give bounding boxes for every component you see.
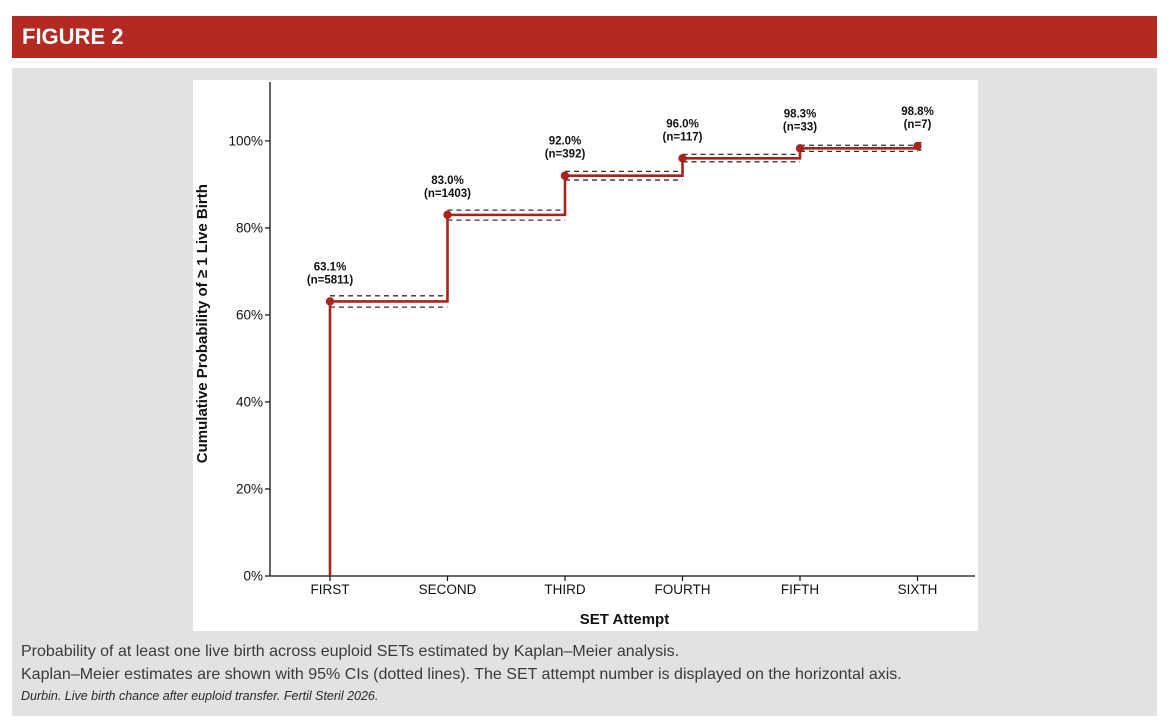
data-value-label: 63.1% (314, 261, 347, 273)
figure-caption: Probability of at least one live birth a… (21, 640, 1146, 686)
figure-header: FIGURE 2 (12, 16, 1157, 58)
y-tick-label: 60% (236, 307, 263, 322)
km-step-line (328, 144, 922, 576)
data-point (913, 141, 922, 151)
data-n-label: (n=392) (545, 149, 586, 161)
data-value-label: 96.0% (666, 118, 699, 130)
data-point (560, 171, 570, 180)
y-tick-label: 100% (228, 133, 263, 148)
x-tick-label: SIXTH (898, 582, 938, 597)
y-tick-label: 40% (236, 394, 263, 409)
kaplan-meier-chart: 0% 20% 40% 60% 80% 100% FIRST SECOND THIRD FOURTH… (194, 82, 975, 628)
data-n-label: (n=7) (904, 119, 932, 131)
caption-line-1: Probability of at least one live birth a… (21, 643, 680, 660)
y-tick-label: 80% (236, 220, 263, 235)
figure-body: 0% 20% 40% 60% 80% 100% FIRST SECOND THIRD FOURTH… (12, 68, 1157, 716)
y-tick-label: 20% (236, 481, 263, 496)
data-value-label: 83.0% (431, 175, 464, 187)
data-value-label: 92.0% (549, 136, 582, 148)
x-tick-label: THIRD (544, 582, 585, 597)
y-axis-title: Cumulative Probability of ≥ 1 Live Birth (194, 184, 211, 463)
figure-label: FIGURE 2 (22, 24, 124, 49)
data-n-label: (n=117) (663, 131, 703, 143)
data-value-label: 98.3% (784, 108, 817, 120)
data-point (678, 154, 687, 163)
x-tick-label: FIRST (311, 582, 350, 597)
plot-panel: 0% 20% 40% 60% 80% 100% FIRST SECOND THIRD FOURTH… (193, 80, 978, 631)
x-tick-label: FIFTH (781, 582, 819, 597)
data-point (443, 210, 452, 220)
data-n-label: (n=33) (783, 121, 817, 133)
data-point (325, 297, 335, 306)
caption-line-2: Kaplan–Meier estimates are shown with 95… (21, 666, 902, 683)
x-tick-label: SECOND (419, 582, 477, 597)
x-axis-title: SET Attempt (580, 611, 669, 628)
data-n-label: (n=1403) (424, 188, 471, 200)
data-point (795, 144, 805, 153)
y-tick-label: 0% (243, 569, 263, 584)
x-tick-label: FOURTH (655, 582, 711, 597)
data-value-label: 98.8% (901, 106, 934, 118)
figure-citation: Durbin. Live birth chance after euploid … (21, 689, 379, 703)
data-n-label: (n=5811) (307, 274, 354, 286)
